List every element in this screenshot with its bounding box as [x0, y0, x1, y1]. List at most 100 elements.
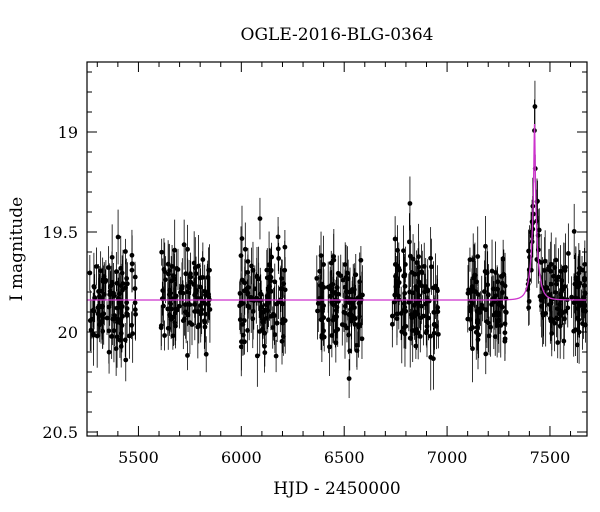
- data-point-587: [492, 317, 498, 356]
- point-marker: [204, 293, 210, 298]
- point-marker: [181, 242, 187, 248]
- point-marker: [499, 304, 505, 310]
- point-marker: [485, 282, 491, 288]
- point-marker: [92, 295, 98, 301]
- data-point-94: [118, 325, 124, 368]
- point-marker: [280, 334, 286, 339]
- data-point-518: [406, 213, 412, 271]
- data-point-170: [205, 260, 211, 295]
- data-point-367: [346, 359, 352, 399]
- data-point-506: [396, 242, 402, 294]
- point-marker: [101, 292, 107, 297]
- data-point-306: [276, 242, 282, 274]
- point-marker: [558, 268, 563, 274]
- data-point-416: [356, 296, 361, 358]
- data-point-503: [428, 312, 433, 360]
- data-point-209: [167, 277, 173, 304]
- point-marker: [396, 265, 402, 271]
- data-point-674: [574, 326, 580, 363]
- point-marker: [424, 323, 430, 329]
- point-marker: [109, 334, 115, 339]
- point-marker: [123, 357, 129, 363]
- point-marker: [340, 277, 346, 283]
- point-marker: [468, 298, 474, 304]
- point-marker: [358, 257, 364, 263]
- data-point-72: [123, 338, 129, 382]
- data-point-744: [569, 276, 575, 319]
- point-marker: [239, 277, 245, 283]
- point-marker: [268, 267, 274, 273]
- point-marker: [106, 265, 111, 270]
- data-point-55: [94, 304, 100, 368]
- chart-title: OGLE-2016-BLG-0364: [241, 25, 434, 45]
- point-marker: [407, 201, 413, 206]
- point-marker: [123, 249, 128, 254]
- point-marker: [495, 318, 501, 324]
- point-marker: [335, 291, 341, 297]
- data-point-532: [485, 251, 491, 319]
- data-point-213: [180, 292, 186, 350]
- point-marker: [238, 344, 244, 350]
- point-marker: [192, 292, 198, 298]
- data-point-717: [555, 295, 561, 343]
- data-point-366: [330, 272, 336, 337]
- point-marker: [556, 274, 561, 280]
- data-point-28: [106, 246, 111, 290]
- data-point-201: [173, 277, 179, 341]
- data-point-64: [119, 290, 125, 323]
- data-point-613: [498, 256, 504, 296]
- point-marker: [180, 318, 186, 324]
- data-point-515: [419, 244, 424, 300]
- data-point-18: [115, 209, 121, 265]
- data-point-605: [488, 297, 494, 357]
- data-point-98: [106, 330, 112, 374]
- point-marker: [107, 288, 113, 294]
- data-point-48: [123, 238, 128, 265]
- point-marker: [475, 318, 481, 323]
- x-tick-label: 7000: [427, 448, 468, 467]
- data-point-417: [333, 323, 339, 363]
- data-point-570: [482, 251, 488, 292]
- point-marker: [579, 267, 585, 273]
- data-point-420: [343, 244, 349, 310]
- point-marker: [133, 311, 138, 317]
- point-marker: [435, 331, 441, 337]
- point-marker: [124, 281, 130, 287]
- point-marker: [338, 273, 344, 279]
- point-marker: [200, 274, 205, 280]
- data-point-91: [99, 304, 105, 340]
- point-marker: [343, 274, 349, 280]
- data-point-153: [189, 303, 195, 346]
- point-marker: [173, 306, 179, 312]
- y-tick-label: 19: [58, 123, 78, 142]
- x-tick-label: 6500: [324, 448, 365, 467]
- point-marker: [267, 283, 272, 289]
- data-point-193: [195, 295, 201, 359]
- point-marker: [161, 267, 167, 272]
- point-marker: [315, 308, 320, 314]
- point-marker: [167, 268, 173, 273]
- point-marker: [532, 104, 538, 109]
- point-marker: [100, 328, 106, 334]
- y-axis-label: I magnitude: [7, 197, 27, 301]
- data-point-289: [242, 222, 248, 277]
- data-point-301: [270, 287, 276, 341]
- point-marker: [466, 287, 472, 293]
- point-marker: [174, 266, 180, 271]
- point-marker: [402, 272, 408, 278]
- data-point-273: [250, 283, 256, 340]
- point-marker: [251, 298, 257, 304]
- point-marker: [407, 253, 413, 259]
- data-point-394: [326, 286, 331, 354]
- data-point-608: [499, 289, 505, 325]
- point-marker: [553, 257, 559, 263]
- data-point-612: [495, 302, 501, 340]
- point-marker: [571, 229, 577, 234]
- point-marker: [428, 264, 434, 270]
- data-point-611: [493, 268, 499, 324]
- point-marker: [414, 330, 419, 336]
- point-marker: [573, 295, 579, 301]
- point-marker: [321, 262, 326, 267]
- data-point-604: [475, 226, 481, 287]
- point-marker: [119, 304, 125, 309]
